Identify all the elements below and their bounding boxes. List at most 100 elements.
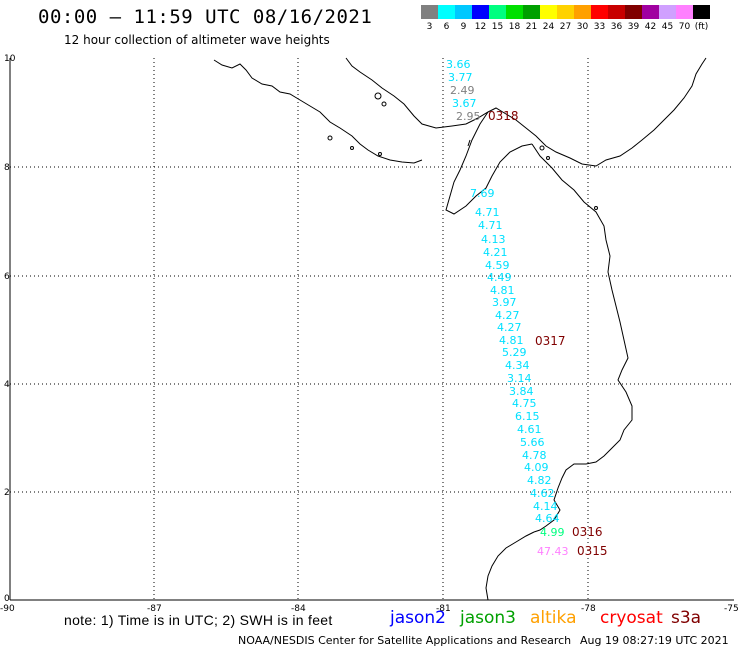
colorbar-label: 27 (559, 22, 572, 32)
wave-height-reading: 4.59 (485, 259, 510, 272)
pass-time-label: 0315 (577, 544, 608, 558)
islands (327, 92, 598, 210)
wave-height-reading: 4.27 (497, 321, 522, 334)
y-tick-label: 2 (4, 488, 10, 498)
plot-frame (9, 58, 734, 601)
wave-height-reading: 3.66 (446, 58, 471, 71)
colorbar-swatch (421, 5, 438, 19)
satellite-legend-jason2: jason2 (390, 608, 446, 628)
credit-text: NOAA/NESDIS Center for Satellite Applica… (238, 634, 572, 647)
chart-title: 00:00 – 11:59 UTC 08/16/2021 (38, 6, 373, 28)
wave-height-reading: 4.64 (535, 512, 560, 525)
y-tick-label: 10 (4, 54, 16, 64)
y-axis-labels: 10 8 6 4 2 0 (4, 54, 16, 604)
colorbar-swatch (608, 5, 625, 19)
colorbar-label: 3 (426, 22, 433, 32)
wave-height-reading: 4.82 (527, 474, 552, 487)
wave-height-reading: 4.21 (483, 246, 508, 259)
wave-height-reading: 4.71 (475, 206, 500, 219)
x-axis-labels: -90 -87 -84 -81 -78 -75 (0, 604, 739, 614)
wave-height-reading: 7.69 (470, 187, 495, 200)
wave-height-reading: 4.81 (490, 284, 515, 297)
wave-height-reading: 5.29 (502, 346, 527, 359)
cyan-readings: 3.66 3.77 3.67 7.69 4.71 4.71 4.13 4.21 … (446, 58, 560, 525)
satellite-legend-cryosat: cryosat (600, 608, 663, 628)
wave-height-reading: 4.49 (487, 271, 512, 284)
wave-height-reading: 3.67 (452, 97, 477, 110)
colorbar-swatch (676, 5, 693, 19)
colorbar-swatch (659, 5, 676, 19)
colorbar-label: 39 (627, 22, 640, 32)
pass-times: 0318 0317 0316 0315 (488, 109, 608, 558)
colorbar-swatch (455, 5, 472, 19)
generated-timestamp: Aug 19 08:27:19 UTC 2021 (580, 634, 729, 647)
y-tick-label: 0 (4, 594, 10, 604)
x-tick-label: -90 (0, 604, 15, 614)
wave-height-reading: 4.34 (505, 359, 530, 372)
colorbar-swatch (523, 5, 540, 19)
pass-time-label: 0316 (572, 525, 603, 539)
wave-height-reading: 4.71 (478, 219, 503, 232)
colorbar-label: 36 (610, 22, 623, 32)
wave-height-reading: 3.77 (448, 71, 473, 84)
colorbar-label: 15 (491, 22, 504, 32)
wave-height-reading: 4.99 (540, 526, 565, 539)
wave-height-reading: 4.62 (530, 487, 555, 500)
colorbar-label: 9 (460, 22, 467, 32)
colorbar-swatch (693, 5, 710, 19)
colorbar-label: 21 (525, 22, 538, 32)
colorbar-label: 6 (443, 22, 450, 32)
x-tick-label: -81 (436, 604, 451, 614)
satellite-legend-jason3: jason3 (460, 608, 516, 628)
wave-height-reading: 4.81 (499, 334, 524, 347)
coastline (213, 57, 707, 601)
x-tick-label: -87 (147, 604, 162, 614)
colorbar-swatch (642, 5, 659, 19)
colorbar-swatch (557, 5, 574, 19)
colorbar-label: (ft) (694, 22, 709, 32)
colorbar-swatch (489, 5, 506, 19)
colorbar-label: 70 (678, 22, 691, 32)
x-tick-label: -84 (291, 604, 306, 614)
wave-height-reading: 4.61 (517, 423, 542, 436)
wave-height-reading: 4.09 (524, 461, 549, 474)
colorbar-swatch (574, 5, 591, 19)
colorbar-swatch (506, 5, 523, 19)
wave-height-reading: 4.75 (512, 397, 537, 410)
colorbar-swatch (591, 5, 608, 19)
wave-height-reading: 5.66 (520, 436, 545, 449)
wave-height-reading: 3.97 (492, 296, 517, 309)
wave-height-reading: 3.14 (507, 372, 532, 385)
x-tick-label: -78 (581, 604, 596, 614)
colorbar-swatch (625, 5, 642, 19)
colorbar-label: 24 (542, 22, 555, 32)
colorbar (421, 5, 710, 19)
grid-lines (10, 58, 734, 600)
colorbar-label: 12 (474, 22, 487, 32)
chart-subtitle: 12 hour collection of altimeter wave hei… (64, 33, 330, 47)
gray-readings: 2.49 2.95 (450, 84, 481, 123)
wave-height-reading: 4.13 (481, 233, 506, 246)
wave-height-reading: 4.27 (495, 309, 520, 322)
colorbar-label: 18 (508, 22, 521, 32)
colorbar-swatch (472, 5, 489, 19)
colorbar-label: 30 (576, 22, 589, 32)
satellite-legend-s3a: s3a (671, 608, 702, 628)
wave-height-reading: 6.15 (515, 410, 540, 423)
wave-height-reading: 2.95 (456, 110, 481, 123)
y-tick-label: 8 (4, 163, 10, 173)
wave-height-reading: 3.84 (509, 385, 534, 398)
wave-height-reading: 4.14 (533, 500, 558, 513)
satellite-legend-altika: altika (530, 608, 577, 628)
colorbar-label: 42 (644, 22, 657, 32)
colorbar-swatch (438, 5, 455, 19)
wave-height-reading: 2.49 (450, 84, 475, 97)
pass-time-label: 0317 (535, 334, 566, 348)
footer-note: note: 1) Time is in UTC; 2) SWH is in fe… (64, 612, 333, 628)
y-tick-label: 4 (4, 380, 10, 390)
colorbar-swatch (540, 5, 557, 19)
colorbar-label: 33 (593, 22, 606, 32)
colorbar-label: 45 (661, 22, 674, 32)
wave-height-reading: 4.78 (522, 449, 547, 462)
